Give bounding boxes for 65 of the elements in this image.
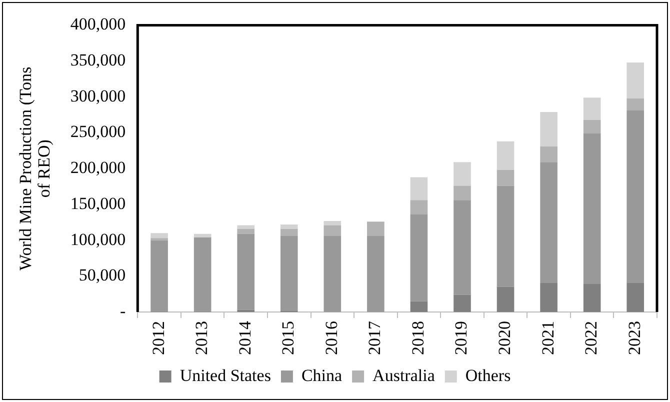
bar xyxy=(540,162,558,283)
bar xyxy=(583,133,601,284)
y-tick-label: 250,000 xyxy=(70,122,126,142)
y-tick-label: 400,000 xyxy=(70,14,126,34)
legend-label: China xyxy=(301,366,343,385)
bar xyxy=(367,222,384,236)
bar xyxy=(324,236,342,312)
y-tick-label: 300,000 xyxy=(70,86,126,106)
y-tick-label: 350,000 xyxy=(70,50,126,70)
y-tick-label: 150,000 xyxy=(70,194,126,213)
bar xyxy=(237,225,255,229)
bar xyxy=(367,236,384,312)
bar xyxy=(626,62,644,98)
bar xyxy=(583,98,601,120)
bar xyxy=(237,234,255,310)
y-axis-title: World Mine Production (Tons of REO) xyxy=(16,66,54,270)
bar xyxy=(583,284,601,312)
bar xyxy=(540,282,558,312)
bar xyxy=(454,162,471,186)
bar xyxy=(237,228,255,234)
legend-label: Others xyxy=(465,366,511,385)
bar xyxy=(324,225,342,236)
x-tick-label: 2015 xyxy=(278,321,298,355)
bar xyxy=(410,177,428,200)
bar xyxy=(280,224,298,229)
bar xyxy=(496,141,514,170)
x-tick-label: 2014 xyxy=(235,320,254,355)
bar xyxy=(150,233,168,238)
bar xyxy=(626,282,644,312)
bar xyxy=(280,236,298,311)
bar xyxy=(626,98,644,111)
bar xyxy=(496,186,514,287)
y-tick-label: 50,000 xyxy=(78,266,126,285)
x-tick-label: 2018 xyxy=(408,321,428,355)
bar xyxy=(150,240,168,312)
bar xyxy=(194,234,212,238)
y-tick-label: - xyxy=(120,301,126,320)
bar xyxy=(324,220,342,226)
bar xyxy=(454,186,471,200)
y-tick-label: 100,000 xyxy=(70,230,126,249)
bar xyxy=(194,237,212,312)
bar xyxy=(410,214,428,302)
x-tick-label: 2012 xyxy=(148,321,168,355)
x-tick-label: 2013 xyxy=(192,321,212,355)
x-tick-label: 2020 xyxy=(494,321,514,355)
bar xyxy=(410,200,428,214)
legend-label: United States xyxy=(180,366,271,385)
bar xyxy=(280,228,298,236)
bar xyxy=(454,294,471,312)
y-tick-label: 200,000 xyxy=(70,158,126,178)
bar xyxy=(540,146,558,162)
legend-label: Australia xyxy=(372,366,436,385)
x-tick-label: 2021 xyxy=(538,321,558,355)
x-tick-label: 2019 xyxy=(452,321,471,355)
bar xyxy=(410,301,428,312)
x-tick-label: 2022 xyxy=(582,321,601,355)
x-tick-label: 2023 xyxy=(624,321,644,355)
bar xyxy=(626,110,644,283)
x-tick-label: 2017 xyxy=(365,320,384,355)
bar xyxy=(496,286,514,312)
bar xyxy=(583,120,601,134)
bar xyxy=(496,170,514,186)
bar xyxy=(540,112,558,146)
bar xyxy=(454,200,471,295)
x-tick-label: 2016 xyxy=(322,321,341,355)
